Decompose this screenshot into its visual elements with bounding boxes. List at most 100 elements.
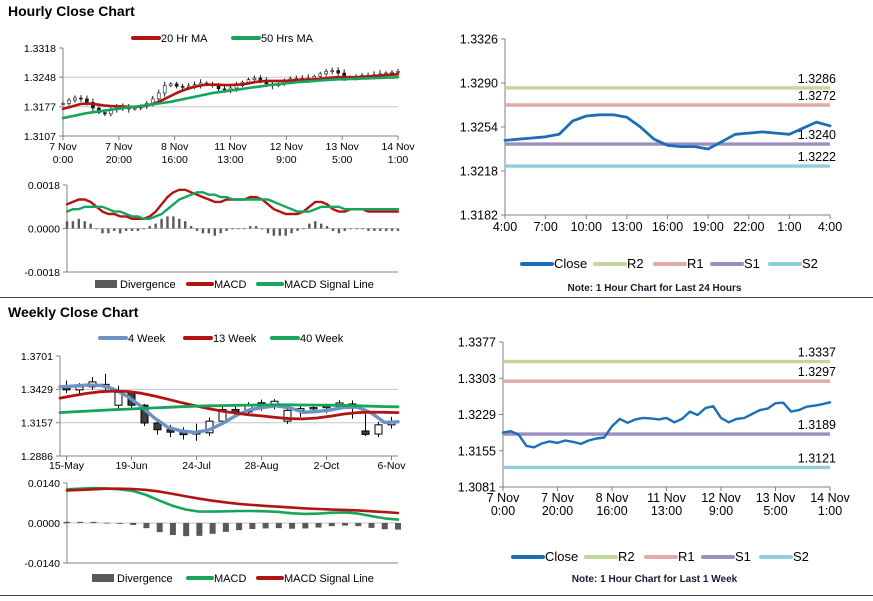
svg-text:28-Aug: 28-Aug [245,460,279,472]
svg-text:7 Nov: 7 Nov [487,491,520,505]
svg-text:7 Nov: 7 Nov [105,141,133,153]
svg-text:0.0000: 0.0000 [28,518,60,530]
svg-text:1.2886: 1.2886 [21,451,53,463]
svg-text:10:00: 10:00 [571,220,602,234]
svg-text:1.3290: 1.3290 [460,77,498,91]
hourly-pivot-note: Note: 1 Hour Chart for Last 24 Hours [567,283,742,294]
svg-text:1.3189: 1.3189 [798,418,836,432]
svg-text:1:00: 1:00 [777,220,801,234]
svg-text:12 Nov: 12 Nov [701,491,741,505]
section-divider-top [0,297,873,298]
svg-text:1.3107: 1.3107 [24,131,56,143]
svg-text:20:00: 20:00 [106,154,132,166]
svg-text:-0.0018: -0.0018 [24,267,60,279]
weekly-section-title: Weekly Close Chart [8,304,139,320]
svg-text:S2: S2 [793,549,809,564]
svg-text:14 Nov: 14 Nov [810,491,850,505]
hourly-section-title: Hourly Close Chart [8,3,135,19]
svg-text:13:00: 13:00 [651,504,682,518]
svg-text:1:00: 1:00 [388,154,409,166]
svg-text:13:00: 13:00 [611,220,642,234]
svg-text:S1: S1 [744,256,760,271]
svg-text:1.3222: 1.3222 [798,150,836,164]
svg-text:12 Nov: 12 Nov [270,141,304,153]
svg-text:1.3121: 1.3121 [798,451,836,465]
svg-text:5:00: 5:00 [763,504,787,518]
svg-text:R1: R1 [678,549,695,564]
svg-text:14 Nov: 14 Nov [381,141,415,153]
svg-text:1.3377: 1.3377 [458,336,496,350]
svg-text:R1: R1 [687,256,704,271]
svg-text:16:00: 16:00 [652,220,683,234]
svg-text:1.3218: 1.3218 [460,165,498,179]
svg-text:MACD Signal Line: MACD Signal Line [284,279,374,291]
svg-text:MACD Signal Line: MACD Signal Line [284,573,374,585]
svg-text:15-May: 15-May [49,460,85,472]
svg-text:1.3229: 1.3229 [458,408,496,422]
section-divider-bottom [0,595,873,596]
svg-text:1.3240: 1.3240 [798,128,836,142]
svg-text:13 Week: 13 Week [213,333,257,345]
svg-text:4:00: 4:00 [818,220,842,234]
svg-text:1.3286: 1.3286 [798,72,836,86]
svg-text:9:00: 9:00 [709,504,733,518]
svg-text:6-Nov: 6-Nov [377,460,406,472]
svg-text:0.0140: 0.0140 [28,478,60,490]
svg-text:11 Nov: 11 Nov [214,141,247,153]
svg-text:1.3326: 1.3326 [460,33,498,47]
svg-text:1.3177: 1.3177 [24,102,56,114]
svg-text:7:00: 7:00 [533,220,557,234]
svg-text:1.3337: 1.3337 [798,346,836,360]
svg-text:20 Hr MA: 20 Hr MA [161,33,208,45]
svg-text:1.3182: 1.3182 [460,209,498,223]
svg-text:4:00: 4:00 [493,220,517,234]
svg-text:1.3254: 1.3254 [460,121,498,135]
svg-text:16:00: 16:00 [162,154,188,166]
svg-text:0:00: 0:00 [491,504,515,518]
svg-text:1.3318: 1.3318 [24,43,56,55]
svg-text:1:00: 1:00 [818,504,842,518]
svg-text:5:00: 5:00 [332,154,353,166]
svg-text:7 Nov: 7 Nov [49,141,77,153]
svg-text:1.3701: 1.3701 [21,351,53,363]
svg-text:-0.0140: -0.0140 [24,558,60,570]
svg-text:11 Nov: 11 Nov [647,491,686,505]
svg-text:1.3272: 1.3272 [798,89,836,103]
svg-text:24-Jul: 24-Jul [182,460,211,472]
svg-text:S2: S2 [802,256,818,271]
svg-text:13 Nov: 13 Nov [756,491,796,505]
svg-text:1.3157: 1.3157 [21,418,53,430]
svg-text:Divergence: Divergence [117,573,173,585]
svg-text:50 Hrs MA: 50 Hrs MA [261,33,314,45]
svg-text:8 Nov: 8 Nov [596,491,629,505]
svg-text:1.3248: 1.3248 [24,72,56,84]
svg-text:0:00: 0:00 [53,154,74,166]
svg-text:1.3429: 1.3429 [21,384,53,396]
weekly-pivot-note: Note: 1 Hour Chart for Last 1 Week [571,574,738,585]
svg-text:16:00: 16:00 [596,504,627,518]
svg-text:8 Nov: 8 Nov [161,141,189,153]
svg-text:40 Week: 40 Week [300,333,344,345]
svg-text:R2: R2 [627,256,644,271]
svg-text:9:00: 9:00 [276,154,297,166]
svg-text:R2: R2 [618,549,635,564]
svg-text:S1: S1 [735,549,751,564]
svg-text:20:00: 20:00 [542,504,573,518]
weekly-macd-chart: 0.0140 0.0000 -0.0140 Divergence MACD MACD Si… [24,478,401,585]
svg-text:19:00: 19:00 [692,220,723,234]
svg-text:0.0018: 0.0018 [28,180,60,192]
svg-text:7 Nov: 7 Nov [541,491,574,505]
svg-text:MACD: MACD [214,573,246,585]
svg-text:22:00: 22:00 [733,220,764,234]
svg-text:19-Jun: 19-Jun [115,460,147,472]
svg-text:13 Nov: 13 Nov [326,141,360,153]
svg-text:1.3155: 1.3155 [458,444,496,458]
hourly-macd-chart: 0.0018 0.0000 -0.0018 Divergence MACD MACD Si… [24,180,400,291]
svg-text:13:00: 13:00 [217,154,243,166]
svg-text:4 Week: 4 Week [128,333,166,345]
svg-text:MACD: MACD [214,279,246,291]
